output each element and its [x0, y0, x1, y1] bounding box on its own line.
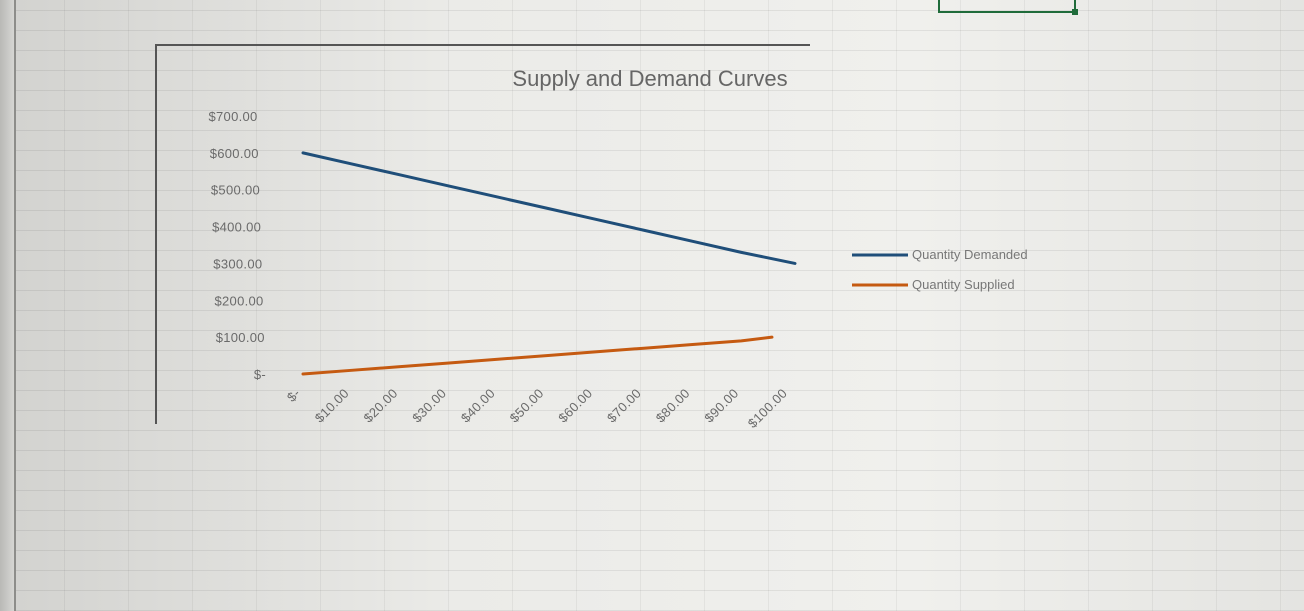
- y-tick-label: $500.00: [211, 183, 260, 198]
- x-tick-label: $90.00: [701, 386, 741, 426]
- window-left-edge: [0, 0, 16, 611]
- x-axis: $- $10.00 $20.00 $30.00 $40.00 $50.00 $60.00 $7…: [284, 386, 790, 431]
- selected-cell-outline[interactable]: [938, 0, 1078, 15]
- legend-label: Quantity Supplied: [912, 277, 1015, 292]
- y-tick-label: $100.00: [216, 330, 265, 345]
- series-lines: [301, 151, 797, 376]
- x-tick-label: $20.00: [361, 386, 401, 426]
- y-tick-label: $300.00: [213, 256, 262, 271]
- chart-left-border: [155, 44, 157, 424]
- x-tick-label: $60.00: [555, 386, 595, 426]
- legend[interactable]: Quantity Demanded Quantity Supplied: [852, 247, 1028, 292]
- y-axis: $- $100.00 $200.00 $300.00 $400.00 $500.00 $60…: [209, 109, 266, 382]
- series-line-quantity-demanded: [301, 151, 797, 265]
- series-line-quantity-supplied: [301, 335, 774, 376]
- x-tick-label: $40.00: [458, 386, 498, 426]
- x-tick-label: $70.00: [604, 386, 644, 426]
- fill-handle[interactable]: [1072, 9, 1078, 15]
- y-tick-label: $700.00: [209, 109, 258, 124]
- legend-label: Quantity Demanded: [912, 247, 1028, 262]
- x-tick-label: $10.00: [312, 386, 352, 426]
- x-tick-label: $100.00: [745, 386, 790, 431]
- x-tick-label: $50.00: [507, 386, 547, 426]
- x-tick-label: $-: [284, 386, 303, 405]
- x-tick-label: $80.00: [653, 386, 693, 426]
- y-tick-label: $-: [254, 367, 266, 382]
- y-tick-label: $200.00: [215, 293, 264, 308]
- x-tick-label: $30.00: [409, 386, 449, 426]
- y-tick-label: $400.00: [212, 220, 261, 235]
- y-tick-label: $600.00: [210, 146, 259, 161]
- chart-top-border: [155, 44, 810, 46]
- chart-title: Supply and Demand Curves: [512, 66, 787, 91]
